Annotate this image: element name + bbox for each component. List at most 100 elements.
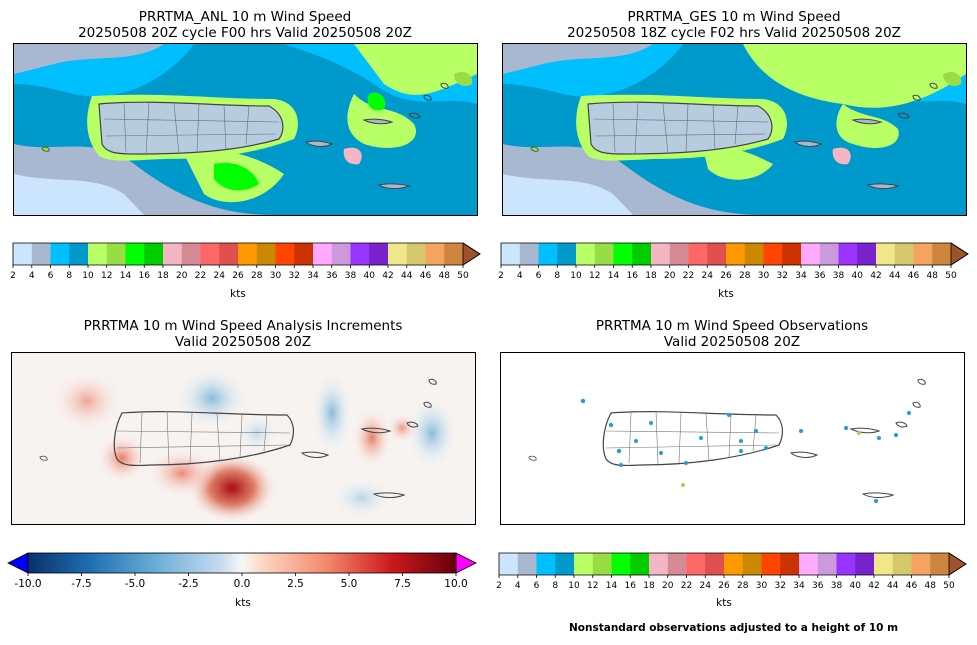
- colorbar-tick-label: 28: [737, 581, 749, 591]
- colorbar-swatch: [200, 243, 220, 265]
- colorbar-tick-label: 12: [587, 581, 598, 591]
- colorbar-swatch: [857, 243, 877, 265]
- obs-panel-title: PRRTMA 10 m Wind Speed Observations Vali…: [500, 318, 964, 350]
- colorbar-swatch: [742, 553, 762, 575]
- ges-title-line1: PRRTMA_GES 10 m Wind Speed: [627, 9, 841, 25]
- colorbar-tick-label: 48: [927, 271, 939, 281]
- colorbar-tick-label: 46: [906, 581, 918, 591]
- colorbar-tick-label: 6: [534, 581, 540, 591]
- colorbar-tick-label: 28: [739, 271, 751, 281]
- colorbar-swatch: [517, 553, 537, 575]
- colorbar-tick-label: 44: [887, 581, 899, 591]
- inc-title-line1: PRRTMA 10 m Wind Speed Analysis Incremen…: [83, 318, 403, 334]
- colorbar-swatch: [651, 243, 671, 265]
- colorbar-tick-label: 42: [382, 271, 393, 281]
- colorbar-tick-label: 6: [48, 271, 54, 281]
- colorbar-swatch: [69, 243, 89, 265]
- colorbar-swatch: [876, 243, 896, 265]
- ges-speed-colorbar: 2 4 6 8 10 12 14 16 18 20 22 24 26 28 30 32 34 36 38 40 42 44…: [498, 242, 971, 303]
- colorbar-tick-label: 34: [793, 581, 805, 591]
- anl-title-line2: 20250508 20Z cycle F00 hrs Valid 2025050…: [78, 25, 412, 41]
- anl-colorbar-unit: kts: [230, 288, 246, 300]
- colorbar-swatch: [836, 553, 856, 575]
- colorbar-tick-label: 46: [420, 271, 432, 281]
- colorbar-swatch: [669, 243, 689, 265]
- colorbar-swatch: [13, 243, 33, 265]
- colorbar-tick-label: 24: [702, 271, 714, 281]
- colorbar-tick-label: 26: [232, 271, 244, 281]
- obs-speed-colorbar: 2 4 6 8 10 12 14 16 18 20 22 24 26 28 30 32 34 36 38 40 42 44…: [496, 552, 969, 613]
- colorbar-swatch: [782, 243, 802, 265]
- colorbar-swatch: [181, 243, 201, 265]
- colorbar-tick-label: 10: [570, 271, 582, 281]
- colorbar-extend-arrow: [950, 242, 969, 266]
- colorbar-swatch: [707, 243, 727, 265]
- colorbar-tick-label: 20: [176, 271, 188, 281]
- colorbar-tick-label: 22: [195, 271, 206, 281]
- colorbar-tick-label: 42: [870, 271, 881, 281]
- colorbar-swatch: [611, 553, 631, 575]
- anl-title-line1: PRRTMA_ANL 10 m Wind Speed: [138, 9, 352, 25]
- colorbar-swatch: [388, 243, 408, 265]
- colorbar-extend-arrow: [948, 552, 967, 576]
- colorbar-swatch: [275, 243, 295, 265]
- colorbar-tick-label: 22: [681, 581, 692, 591]
- colorbar-swatch: [106, 243, 126, 265]
- obs-title-line1: PRRTMA 10 m Wind Speed Observations: [595, 318, 869, 334]
- colorbar-outline: [12, 242, 481, 266]
- colorbar-swatch: [555, 553, 575, 575]
- colorbar-swatch: [726, 243, 746, 265]
- colorbar-tick-label: 24: [700, 581, 712, 591]
- colorbar-swatch: [855, 553, 875, 575]
- colorbar-tick-label: 14: [606, 581, 618, 591]
- colorbar-swatch: [144, 243, 164, 265]
- colorbar-tick-label: 50: [945, 271, 957, 281]
- colorbar-tick-label: 20: [662, 581, 674, 591]
- ges-colorbar-unit: kts: [718, 288, 734, 300]
- colorbar-tick-label: 40: [852, 271, 864, 281]
- colorbar-tick-label: 14: [608, 271, 620, 281]
- colorbar-swatch: [894, 243, 914, 265]
- colorbar-tick-label: 44: [401, 271, 413, 281]
- colorbar-tick-label: 2: [496, 581, 502, 591]
- colorbar-swatch: [256, 243, 276, 265]
- colorbar-tick-label: -10.0: [14, 578, 41, 590]
- colorbar-tick-label: 12: [589, 271, 600, 281]
- colorbar-tick-label: 44: [889, 271, 901, 281]
- colorbar-swatch: [406, 243, 426, 265]
- colorbar-swatch: [331, 243, 351, 265]
- colorbar-tick-label: 38: [833, 271, 845, 281]
- anl-speed-colorbar: 2 4 6 8 10 12 14 16 18 20 22 24 26 28 30 32 34 36 38 40 42 44…: [10, 242, 483, 303]
- colorbar-swatch: [31, 243, 51, 265]
- colorbar-tick-label: -5.0: [125, 578, 146, 590]
- colorbar-swatch: [874, 553, 894, 575]
- colorbar-swatch: [932, 243, 952, 265]
- colorbar-swatch: [799, 553, 819, 575]
- colorbar-tick-label: 32: [775, 581, 786, 591]
- colorbar-tick-label: 20: [664, 271, 676, 281]
- colorbar-swatch: [613, 243, 633, 265]
- colorbar-swatch: [724, 553, 744, 575]
- anl-wind-speed-map: [13, 43, 478, 216]
- anl-panel-title: PRRTMA_ANL 10 m Wind Speed 20250508 20Z …: [13, 9, 477, 41]
- colorbar-swatch: [892, 553, 912, 575]
- colorbar-tick-label: 8: [66, 271, 72, 281]
- colorbar-tick-label: 50: [457, 271, 469, 281]
- inc-colorbar-unit: kts: [235, 597, 251, 609]
- colorbar-swatch: [519, 243, 539, 265]
- colorbar-tick-label: 46: [908, 271, 920, 281]
- colorbar-outline: [498, 552, 967, 576]
- colorbar-tick-label: 10.0: [444, 578, 467, 590]
- inc-title-line2: Valid 20250508 20Z: [174, 334, 312, 350]
- colorbar-tick-label: 4: [29, 271, 35, 281]
- ges-wind-speed-map: [502, 43, 967, 216]
- colorbar-swatch: [817, 553, 837, 575]
- colorbar-swatch: [576, 243, 596, 265]
- colorbar-tick-label: 10: [82, 271, 94, 281]
- colorbar-swatch: [930, 553, 950, 575]
- colorbar-tick-label: 30: [270, 271, 282, 281]
- colorbar-swatch: [444, 243, 464, 265]
- obs-observations-map: [500, 352, 965, 525]
- colorbar-swatch: [50, 243, 70, 265]
- colorbar-swatch: [632, 243, 652, 265]
